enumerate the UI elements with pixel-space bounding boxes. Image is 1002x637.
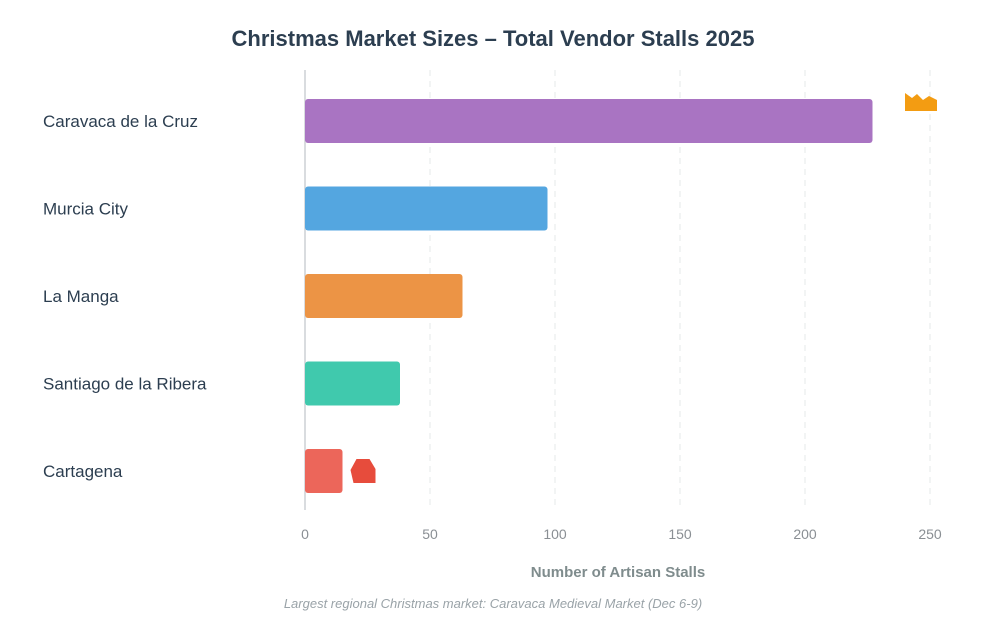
annotations: [350, 93, 937, 483]
chart-title: Christmas Market Sizes – Total Vendor St…: [232, 26, 755, 51]
bar: [305, 449, 343, 493]
bar: [305, 99, 873, 143]
x-tick-labels: 0 50 100 150 200 250: [301, 526, 942, 542]
x-tick-label: 250: [918, 526, 942, 542]
chart-caption: Largest regional Christmas market: Carav…: [284, 596, 702, 611]
x-axis-title: Number of Artisan Stalls: [531, 564, 705, 581]
x-tick-label: 150: [668, 526, 692, 542]
bar: [305, 361, 400, 406]
bar: [305, 274, 463, 318]
category-label: Murcia City: [43, 200, 129, 219]
category-labels: Caravaca de la Cruz Murcia City La Manga Sa…: [43, 112, 207, 481]
house-icon: [350, 459, 376, 483]
x-tick-label: 100: [543, 526, 567, 542]
x-tick-label: 50: [422, 526, 438, 542]
bar: [305, 186, 548, 231]
x-tick-label: 200: [793, 526, 817, 542]
category-label: Cartagena: [43, 462, 123, 481]
category-label: Caravaca de la Cruz: [43, 112, 198, 131]
x-tick-label: 0: [301, 526, 309, 542]
bars-group: [305, 99, 873, 493]
category-label: Santiago de la Ribera: [43, 375, 207, 394]
category-label: La Manga: [43, 287, 119, 306]
crown-icon: [905, 93, 937, 111]
